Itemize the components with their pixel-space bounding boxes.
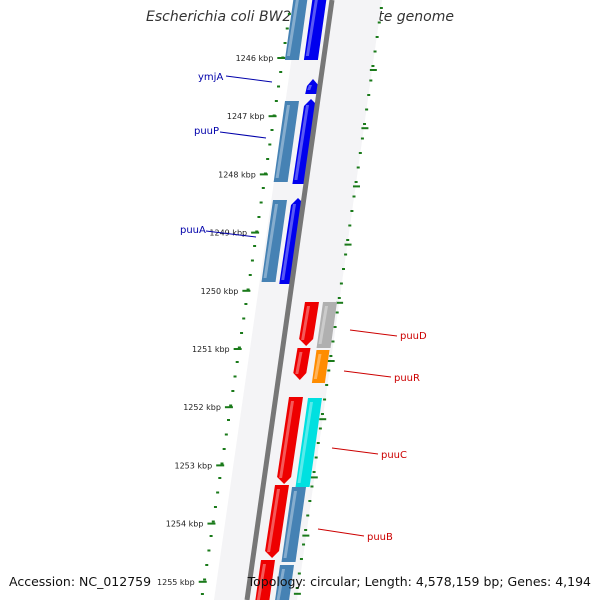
gene-lower-forward-body <box>255 560 275 600</box>
cds-puuC-body <box>295 398 322 487</box>
gene-ymjA-body <box>305 79 319 94</box>
cds-lower-forward-body <box>275 565 294 600</box>
gene-puuR-body <box>293 348 311 380</box>
accession-text: Accession: NC_012759 <box>9 574 152 589</box>
cds-puuR-highlight <box>313 354 322 379</box>
cds-upper-reverse <box>284 0 308 60</box>
track-band <box>214 0 382 600</box>
gene-puuC-body <box>277 397 303 484</box>
gene-puuC-highlight <box>279 401 294 478</box>
cds-puuD-body <box>316 302 337 348</box>
tick-label: 1247 kbp <box>227 112 265 121</box>
cds-puuA <box>261 200 287 282</box>
cds-lower-forward-highlight <box>276 569 285 600</box>
tick-label: 1255 kbp <box>157 578 195 587</box>
gene-label-puuA: puuA <box>180 225 206 236</box>
inner-tick-track: 1246 kbp 1247 kbp 1248 kbp 1249 kbp 1250 kbp… <box>157 13 291 595</box>
label-leader-puuD <box>349 329 398 337</box>
tick-label: 1249 kbp <box>209 229 247 238</box>
cds-upper-reverse-body <box>284 0 308 60</box>
gene-label-puuD: puuD <box>400 331 427 342</box>
gene-puuB <box>265 485 289 558</box>
track-background <box>214 0 382 600</box>
gene-puuD-highlight <box>301 306 310 340</box>
cds-puuA-body <box>261 200 287 282</box>
label-leader-puuC <box>331 447 379 455</box>
cds-puuR <box>311 350 330 383</box>
gene-puuB-body <box>265 485 289 558</box>
feature-track <box>255 0 337 600</box>
tick-label: 1252 kbp <box>183 403 221 412</box>
cds-puuD-highlight <box>318 306 328 344</box>
gene-label-ymjA: ymjA <box>198 72 223 83</box>
gene-lower-forward-highlight <box>256 564 266 600</box>
cds-puuB-highlight <box>283 491 297 558</box>
tick-label: 1250 kbp <box>201 287 239 296</box>
cds-puuC <box>295 398 322 487</box>
gene-puuD <box>299 302 319 346</box>
cds-puuB-body <box>281 487 306 562</box>
gene-label-puuC: puuC <box>381 450 407 461</box>
backbone-line <box>244 0 335 600</box>
cds-puuD <box>316 302 337 348</box>
gene-ymjA <box>305 79 319 94</box>
gene-label-puuP: puuP <box>194 126 219 137</box>
gene-puuR-highlight <box>295 352 303 374</box>
gene-puuB-highlight <box>267 489 280 552</box>
genome-summary-text: Topology: circular; Length: 4,578,159 bp… <box>247 574 591 589</box>
gene-puuP-body <box>292 99 318 184</box>
cds-puuB <box>281 487 306 562</box>
gene-lower-forward <box>255 560 275 600</box>
gene-puuA-highlight <box>281 204 296 280</box>
label-leader-puuB <box>317 528 365 537</box>
cds-upper-reverse-highlight <box>286 0 299 56</box>
tick-label: 1248 kbp <box>218 170 256 179</box>
gene-ymjA-highlight <box>307 85 312 90</box>
gene-upper-reverse <box>303 0 327 60</box>
label-leader-puuP <box>219 131 267 139</box>
gene-puuC <box>277 397 303 484</box>
cds-puuR-body <box>311 350 330 383</box>
gene-puuP <box>292 99 318 184</box>
gene-upper-reverse-body <box>303 0 327 60</box>
cds-puuA-highlight <box>263 204 278 278</box>
outer-tick-track <box>293 7 383 595</box>
label-leader-puuR <box>343 370 392 378</box>
cds-puuC-highlight <box>297 402 313 483</box>
tick-label: 1246 kbp <box>236 54 274 63</box>
gene-upper-reverse-highlight <box>305 0 318 56</box>
gene-puuP-highlight <box>294 105 309 180</box>
tick-label: 1251 kbp <box>192 345 230 354</box>
gene-label-puuR: puuR <box>394 373 420 384</box>
gene-puuR <box>293 348 311 380</box>
gene-label-layer: ymjA puuP puuA puuD puuR puuC puuB <box>180 72 427 543</box>
gene-puuD-body <box>299 302 319 346</box>
tick-label: 1254 kbp <box>166 520 204 529</box>
gene-label-puuB: puuB <box>367 532 393 543</box>
cds-puuP-body <box>273 101 299 182</box>
label-leader-puuA <box>205 230 257 238</box>
cds-puuP-highlight <box>275 105 290 178</box>
cds-puuP <box>273 101 299 182</box>
tick-label: 1253 kbp <box>174 461 212 470</box>
label-leader-ymjA <box>225 75 273 83</box>
cds-lower-forward <box>275 565 294 600</box>
